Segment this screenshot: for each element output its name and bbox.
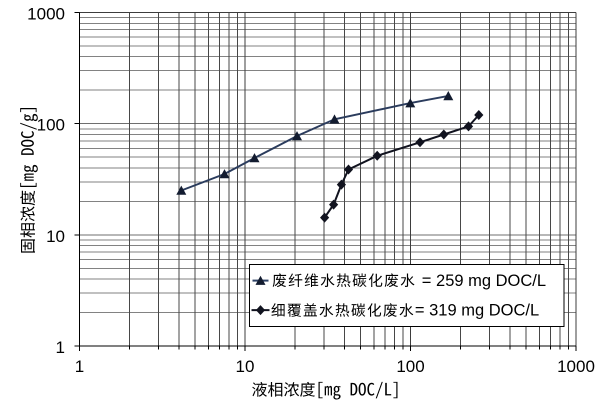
svg-text:= 259 mg DOC/L: = 259 mg DOC/L (422, 272, 546, 290)
svg-text:1: 1 (75, 357, 84, 376)
svg-text:1000: 1000 (27, 5, 65, 24)
svg-text:100: 100 (37, 116, 65, 135)
svg-text:10: 10 (46, 227, 65, 246)
svg-text:10: 10 (236, 357, 255, 376)
svg-text:1000: 1000 (557, 357, 595, 376)
svg-text:= 319 mg DOC/L: = 319 mg DOC/L (415, 302, 539, 320)
svg-text:1: 1 (56, 338, 65, 357)
svg-text:100: 100 (396, 357, 424, 376)
